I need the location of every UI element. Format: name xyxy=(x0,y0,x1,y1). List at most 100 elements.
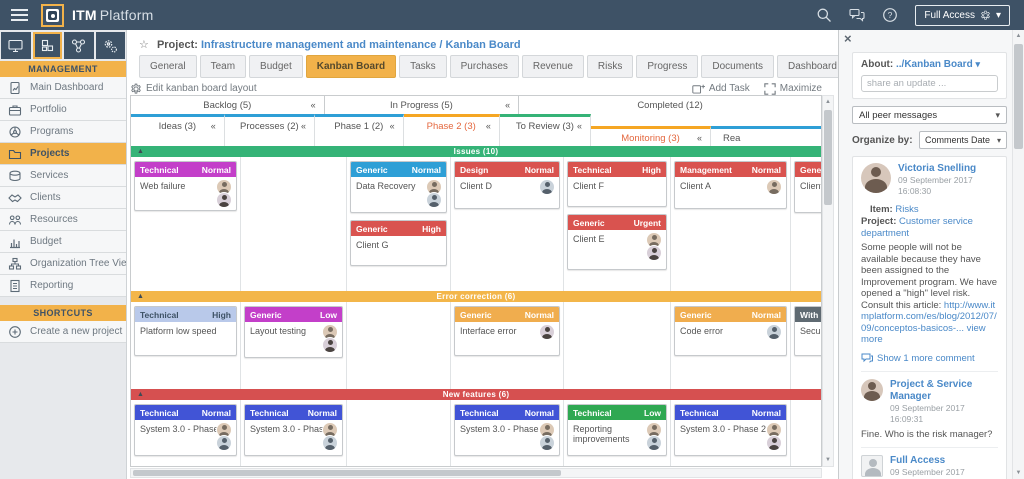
help-icon[interactable]: ? xyxy=(882,7,898,23)
comment-author-link[interactable]: Project & Service Manager xyxy=(890,378,973,402)
nav-settings-icon[interactable] xyxy=(95,32,125,59)
kanban-card[interactable]: Management Normal Client A xyxy=(674,161,787,209)
scrollbar-thumb[interactable] xyxy=(1014,44,1023,149)
card-title: Code error xyxy=(680,326,724,336)
sidebar-item-services[interactable]: Services xyxy=(0,165,126,187)
scroll-down-icon[interactable]: ▼ xyxy=(825,457,831,463)
sidebar-item-create-project[interactable]: Create a new project xyxy=(0,321,126,343)
scroll-up-icon[interactable]: ▲ xyxy=(1015,33,1022,39)
kanban-card[interactable]: With clien Security br xyxy=(794,306,821,356)
avatar xyxy=(426,192,442,208)
sidebar-item-portfolio[interactable]: Portfolio xyxy=(0,99,126,121)
comment-url-link[interactable]: http://www.itmplatform.com/es/blog/2012/… xyxy=(861,299,997,334)
favorite-star-icon[interactable] xyxy=(139,39,149,51)
message-filter-select[interactable]: All peer messages xyxy=(852,106,1007,124)
card-type: Generic xyxy=(356,223,388,234)
people-icon xyxy=(8,214,22,225)
sidebar-item-projects[interactable]: Projects xyxy=(0,143,126,165)
scrollbar-thumb[interactable] xyxy=(133,470,561,476)
kanban-card[interactable]: Technical Normal System 3.0 - Phase 2 xyxy=(674,404,787,456)
gear-icon xyxy=(131,83,141,94)
kanban-card[interactable]: Technical Normal System 3.0 - Phase 5 xyxy=(134,404,237,456)
tab-kanban-board[interactable]: Kanban Board xyxy=(305,55,397,78)
edit-layout-button[interactable]: Edit kanban board layout xyxy=(130,83,257,95)
tab-general[interactable]: General xyxy=(139,55,197,78)
collapse-icon[interactable] xyxy=(301,121,306,131)
avatar xyxy=(539,179,555,195)
item-link[interactable]: Risks xyxy=(895,204,919,215)
view-more-link[interactable]: view more xyxy=(861,322,986,346)
hamburger-menu-icon[interactable] xyxy=(11,9,28,21)
sidebar-item-programs[interactable]: Programs xyxy=(0,121,126,143)
chat-icon[interactable] xyxy=(849,7,865,23)
sidebar-item-main-dashboard[interactable]: Main Dashboard xyxy=(0,77,126,99)
kanban-card[interactable]: Technical High Platform low speed xyxy=(134,306,237,356)
kanban-card[interactable]: Generic Normal Code error xyxy=(674,306,787,356)
collapse-icon[interactable] xyxy=(577,121,582,131)
kanban-card[interactable]: Design Normal Client D xyxy=(454,161,560,209)
collapse-icon[interactable] xyxy=(390,121,395,131)
dashboard-icon xyxy=(10,81,20,94)
comment-author-link[interactable]: Full Access xyxy=(890,455,946,466)
show-more-comments-link[interactable]: Show 1 more comment xyxy=(861,353,998,364)
activity-panel: About: ../Kanban Board All peer messages… xyxy=(839,30,1012,479)
collapse-icon[interactable] xyxy=(697,133,702,143)
collapse-icon[interactable] xyxy=(311,100,316,110)
project-title-link[interactable]: Infrastructure management and maintenanc… xyxy=(200,39,521,51)
sidebar-item-budget[interactable]: Budget xyxy=(0,231,126,253)
collapse-icon[interactable] xyxy=(211,121,216,131)
collapse-icon[interactable] xyxy=(505,100,510,110)
tab-dashboard[interactable]: Dashboard xyxy=(776,55,848,78)
board-vertical-scrollbar[interactable]: ▲ ▼ xyxy=(822,95,834,467)
close-panel-button[interactable] xyxy=(844,32,852,45)
kanban-card[interactable]: Technical Normal Web failure xyxy=(134,161,237,211)
kanban-card[interactable]: Generic High Client G xyxy=(350,220,447,266)
collapse-icon[interactable] xyxy=(486,121,491,131)
lane-header-error-correction: Error correction (6) xyxy=(131,291,821,302)
tab-risks[interactable]: Risks xyxy=(586,55,634,78)
kanban-card[interactable]: Generic Normal Data Recovery xyxy=(350,161,447,213)
avatar xyxy=(646,435,662,451)
scrollbar-thumb[interactable] xyxy=(824,110,832,205)
tab-team[interactable]: Team xyxy=(199,55,247,78)
share-update-input[interactable] xyxy=(861,75,998,92)
kanban-card[interactable]: Technical High Client F xyxy=(567,161,667,207)
tab-progress[interactable]: Progress xyxy=(636,55,699,78)
organize-select[interactable]: Comments Date xyxy=(919,131,1007,149)
kanban-card[interactable]: Generic Client C xyxy=(794,161,821,213)
kanban-card[interactable]: Generic Urgent Client E xyxy=(567,214,667,270)
sidebar-item-clients[interactable]: Clients xyxy=(0,187,126,209)
scroll-down-icon[interactable]: ▼ xyxy=(1015,470,1022,476)
search-icon[interactable] xyxy=(816,7,832,23)
tab-budget[interactable]: Budget xyxy=(249,55,303,78)
kanban-card[interactable]: Technical Normal System 3.0 - Phase 4 xyxy=(244,404,343,456)
card-type: Generic xyxy=(460,309,492,320)
project-link[interactable]: Customer service department xyxy=(861,216,973,239)
maximize-button[interactable]: Maximize xyxy=(764,82,822,95)
tab-purchases[interactable]: Purchases xyxy=(449,55,519,78)
kanban-card[interactable]: Technical Normal System 3.0 - Phase 3 xyxy=(454,404,560,456)
card-title: Security br xyxy=(800,326,821,336)
sidebar-item-organization-tree[interactable]: Organization Tree View xyxy=(0,253,126,275)
about-link[interactable]: ../Kanban Board xyxy=(896,59,973,70)
sidebar-item-resources[interactable]: Resources xyxy=(0,209,126,231)
kanban-card[interactable]: Technical Low Reporting improvements xyxy=(567,404,667,456)
panel-scrollbar[interactable]: ▲ ▼ xyxy=(1012,30,1024,479)
kanban-card[interactable]: Generic Low Layout testing xyxy=(244,306,343,358)
board-horizontal-scrollbar[interactable] xyxy=(130,468,822,478)
comment-author-link[interactable]: Victoria Snelling xyxy=(898,163,977,174)
group-label: Completed (12) xyxy=(637,99,703,111)
add-task-button[interactable]: Add Task xyxy=(692,83,750,95)
caret-down-icon[interactable] xyxy=(975,59,980,70)
scroll-up-icon[interactable]: ▲ xyxy=(825,99,831,105)
nav-products-icon[interactable] xyxy=(32,32,62,59)
sidebar-item-reporting[interactable]: Reporting xyxy=(0,275,126,297)
tab-documents[interactable]: Documents xyxy=(701,55,774,78)
full-access-button[interactable]: Full Access xyxy=(915,4,1010,26)
nav-network-icon[interactable] xyxy=(64,32,94,59)
nav-monitor-icon[interactable] xyxy=(1,32,31,59)
tab-tasks[interactable]: Tasks xyxy=(399,55,447,78)
tab-revenue[interactable]: Revenue xyxy=(521,55,584,78)
briefcase-icon xyxy=(8,104,22,116)
kanban-card[interactable]: Generic Normal Interface error xyxy=(454,306,560,356)
